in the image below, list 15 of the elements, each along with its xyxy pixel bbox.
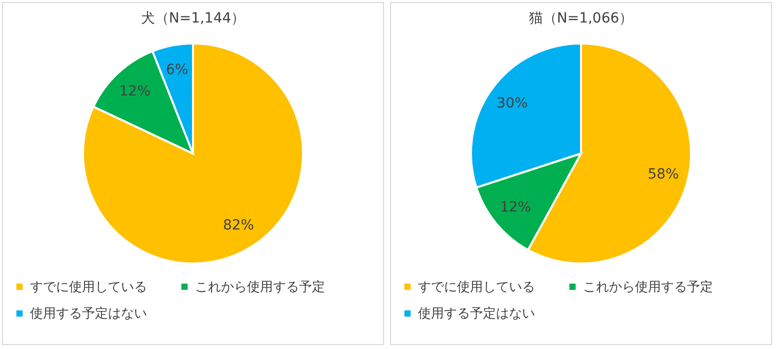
legend-label: これから使用する予定 bbox=[583, 280, 713, 295]
chart-title: 猫（N=1,066） bbox=[528, 10, 634, 26]
data-label: 12% bbox=[500, 200, 532, 216]
legend-label: 使用する予定はない bbox=[30, 306, 147, 322]
legend-label: すでに使用している bbox=[418, 280, 535, 295]
pie-slice bbox=[82, 42, 304, 264]
data-label: 6% bbox=[166, 62, 188, 78]
chart-title: 犬（N=1,144） bbox=[140, 10, 246, 26]
data-label: 82% bbox=[222, 217, 254, 234]
data-label: 30% bbox=[496, 96, 528, 112]
legend-label: これから使用する予定 bbox=[195, 280, 325, 295]
data-label: 12% bbox=[119, 84, 150, 100]
legend-label: すでに使用している bbox=[30, 280, 147, 295]
legend-label: 使用する予定はない bbox=[418, 306, 535, 322]
data-label: 58% bbox=[648, 166, 679, 183]
